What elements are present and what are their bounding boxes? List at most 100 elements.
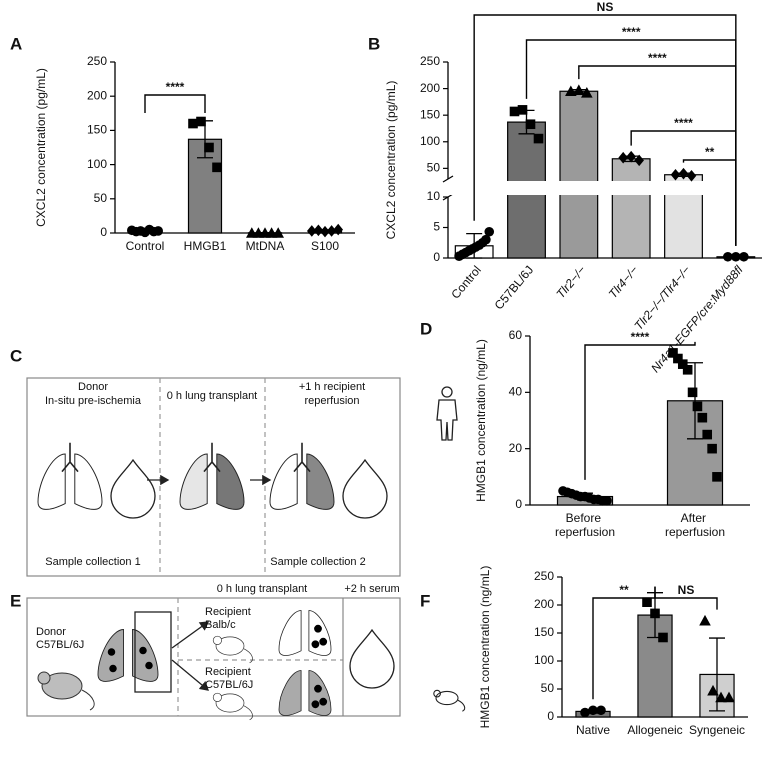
error-bar: [687, 362, 703, 440]
x-tick-label: Tlr4−/−: [606, 263, 641, 301]
data-point: [484, 226, 495, 237]
data-point: [573, 84, 585, 95]
data-point: [588, 705, 598, 716]
y-axis-label: CXCL2 concentration (pg/mL): [34, 68, 48, 227]
significance-bracket: [584, 341, 696, 480]
data-point: [307, 225, 317, 237]
data-point: [673, 353, 683, 364]
diagram-text: Sample collection 1: [45, 556, 140, 568]
error-bar: [709, 637, 725, 712]
data-point: [153, 226, 163, 236]
bar: [559, 90, 599, 259]
data-point: [668, 348, 678, 358]
x-tick-label: Tlr2−/−: [553, 263, 588, 301]
sample-drop: [110, 459, 156, 519]
y-tick-label: 0: [547, 709, 554, 723]
data-point: [188, 118, 198, 129]
diagram-frame: [26, 597, 401, 717]
x-tick-label: Control: [126, 239, 165, 253]
data-point: [670, 168, 681, 181]
data-point: [712, 472, 722, 482]
data-point: [634, 154, 644, 167]
significance-label: ****: [631, 330, 650, 344]
data-point: [204, 142, 214, 153]
diagram-text: Recipient: [205, 666, 251, 678]
lungs: [269, 442, 335, 510]
diagram-text: Balb/c: [205, 619, 236, 631]
significance-label: NS: [597, 0, 614, 14]
data-point: [509, 106, 520, 117]
mouse: [37, 671, 95, 711]
significance-label: ****: [622, 25, 641, 39]
data-point: [692, 401, 703, 412]
y-tick-label: 0: [100, 225, 107, 239]
x-tick-label: MtDNA: [246, 239, 285, 253]
y-tick-label: 50: [541, 681, 555, 695]
axis-gap: [449, 181, 763, 195]
diagram-frame: [26, 377, 401, 577]
x-tick-label: Control: [448, 263, 484, 302]
data-point: [481, 234, 491, 245]
axis-break: [442, 175, 454, 183]
data-point: [715, 691, 727, 703]
x-tick-label: C57BL/6J: [492, 263, 537, 312]
lungs: [97, 629, 159, 682]
y-tick-label: 150: [420, 107, 440, 121]
diagram-text: C57BL/6J: [205, 679, 253, 691]
data-point: [723, 691, 735, 703]
data-point: [517, 105, 528, 115]
x-tick-label: Nr4a1-EGFP/cre:Myd88fl: [648, 263, 746, 375]
data-point: [580, 707, 590, 718]
diagram-text: reperfusion: [304, 395, 359, 407]
data-point: [596, 705, 606, 716]
diagram-text: Recipient: [205, 606, 251, 618]
significance-label: ****: [648, 51, 667, 65]
data-point: [313, 224, 324, 237]
data-point: [602, 495, 612, 506]
y-tick-label: 100: [420, 134, 440, 148]
sample-drop: [349, 629, 395, 689]
panel-label: F: [420, 591, 430, 610]
panel-label: B: [368, 34, 380, 53]
data-point: [677, 359, 688, 369]
significance-bracket: [654, 586, 718, 610]
sample-drop: [342, 459, 388, 519]
y-tick-label: 200: [534, 597, 554, 611]
mouse: [212, 692, 253, 721]
mouse: [212, 635, 253, 664]
diagram-e: 0 h lung transplant +2 h serum Donor C57…: [26, 583, 401, 721]
data-point: [650, 608, 660, 619]
data-point: [678, 167, 689, 180]
y-tick-label: 0: [515, 497, 522, 511]
data-point: [686, 170, 697, 182]
significance-bracket: [144, 94, 206, 113]
human-icon: [436, 386, 458, 441]
data-point: [642, 597, 652, 607]
data-point: [723, 251, 733, 262]
x-tick-label: HMGB1: [184, 239, 227, 253]
lungs: [37, 442, 103, 510]
panel-label: D: [420, 319, 432, 338]
data-point: [533, 133, 544, 144]
x-tick-label: S100: [311, 239, 339, 253]
data-point: [707, 443, 717, 454]
y-tick-label: 50: [427, 161, 441, 175]
y-tick-label: 20: [509, 441, 523, 455]
y-tick-label: 150: [534, 625, 554, 639]
x-tick-label: After reperfusion: [665, 511, 725, 539]
y-tick-label: 0: [433, 250, 440, 264]
lungs: [278, 670, 332, 716]
y-tick-label: 40: [509, 385, 523, 399]
y-tick-label: 5: [433, 220, 440, 234]
y-tick-label: 100: [87, 157, 107, 171]
bar: [611, 158, 651, 259]
y-tick-label: 250: [87, 54, 107, 68]
y-tick-label: 150: [87, 123, 107, 137]
y-axis-label: CXCL2 concentration (pg/mL): [384, 81, 398, 240]
data-point: [196, 116, 206, 127]
y-axis-label: HMGB1 concentration (ng/mL): [478, 566, 492, 729]
mouse-icon: [433, 689, 466, 712]
panel-label: A: [10, 34, 22, 53]
arrow: [171, 621, 210, 649]
arrow: [171, 659, 209, 691]
